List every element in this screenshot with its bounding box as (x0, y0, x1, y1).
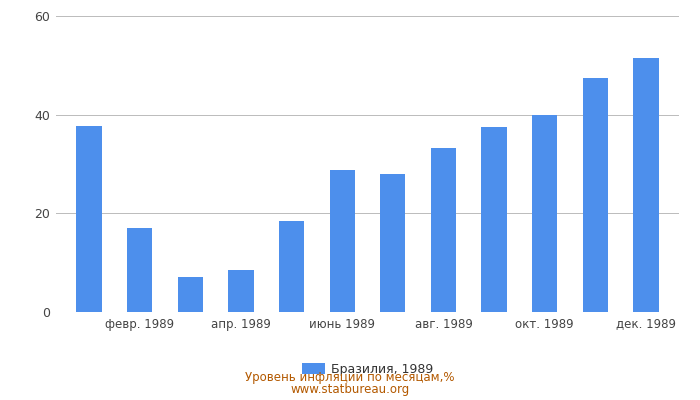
Bar (380, 174, 405, 312)
Bar (127, 228, 152, 312)
Bar (279, 221, 304, 312)
Bar (330, 170, 355, 312)
Bar (634, 58, 659, 312)
Legend: Бразилия, 1989: Бразилия, 1989 (302, 363, 433, 376)
Bar (532, 115, 557, 312)
Bar (76, 126, 101, 312)
Text: www.statbureau.org: www.statbureau.org (290, 384, 410, 396)
Bar (583, 78, 608, 312)
Text: Уровень инфляции по месяцам,%: Уровень инфляции по месяцам,% (245, 372, 455, 384)
Bar (228, 270, 253, 312)
Bar (178, 277, 203, 312)
Bar (430, 148, 456, 312)
Bar (482, 126, 507, 312)
